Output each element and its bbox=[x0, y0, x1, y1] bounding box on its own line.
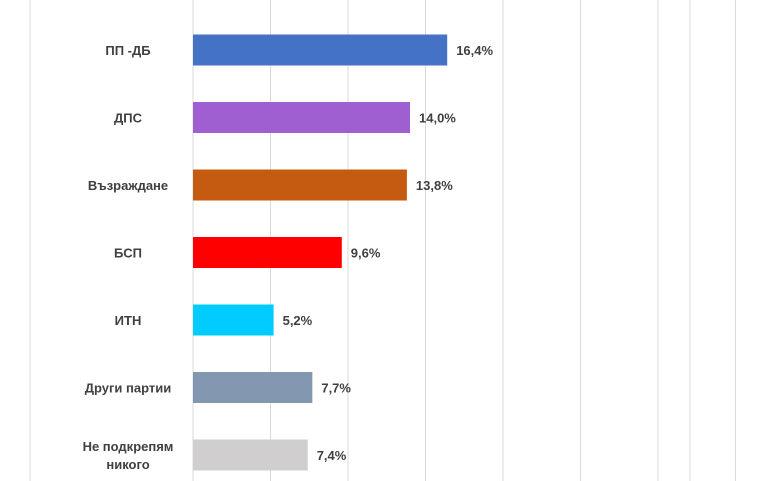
value-label: 5,2% bbox=[283, 313, 313, 328]
bar bbox=[193, 102, 410, 133]
bar bbox=[193, 439, 308, 471]
value-label: 13,8% bbox=[416, 178, 453, 193]
value-label: 7,4% bbox=[317, 448, 347, 463]
category-label: Не подкрепям bbox=[83, 439, 174, 454]
category-label: Възраждане bbox=[88, 178, 168, 193]
bar bbox=[193, 169, 407, 201]
value-label: 14,0% bbox=[419, 111, 456, 126]
category-label: ДПС bbox=[114, 111, 143, 126]
category-label: БСП bbox=[114, 246, 142, 261]
bars bbox=[193, 34, 448, 471]
value-label: 9,6% bbox=[351, 246, 381, 261]
category-label: никого bbox=[106, 457, 149, 472]
bar bbox=[193, 237, 342, 268]
bar bbox=[193, 304, 274, 336]
gridlines bbox=[29, 0, 736, 481]
labels: 16,4% ПП -ДБ 14,0% ДПС 13,8% Възраждане 9,6% БС… bbox=[83, 43, 494, 472]
bar bbox=[193, 372, 313, 403]
bar bbox=[193, 34, 448, 66]
value-label: 7,7% bbox=[321, 381, 351, 396]
category-label: ПП -ДБ bbox=[105, 43, 150, 58]
value-label: 16,4% bbox=[456, 43, 493, 58]
category-label: Други партии bbox=[85, 381, 171, 396]
category-label: ИТН bbox=[115, 313, 142, 328]
